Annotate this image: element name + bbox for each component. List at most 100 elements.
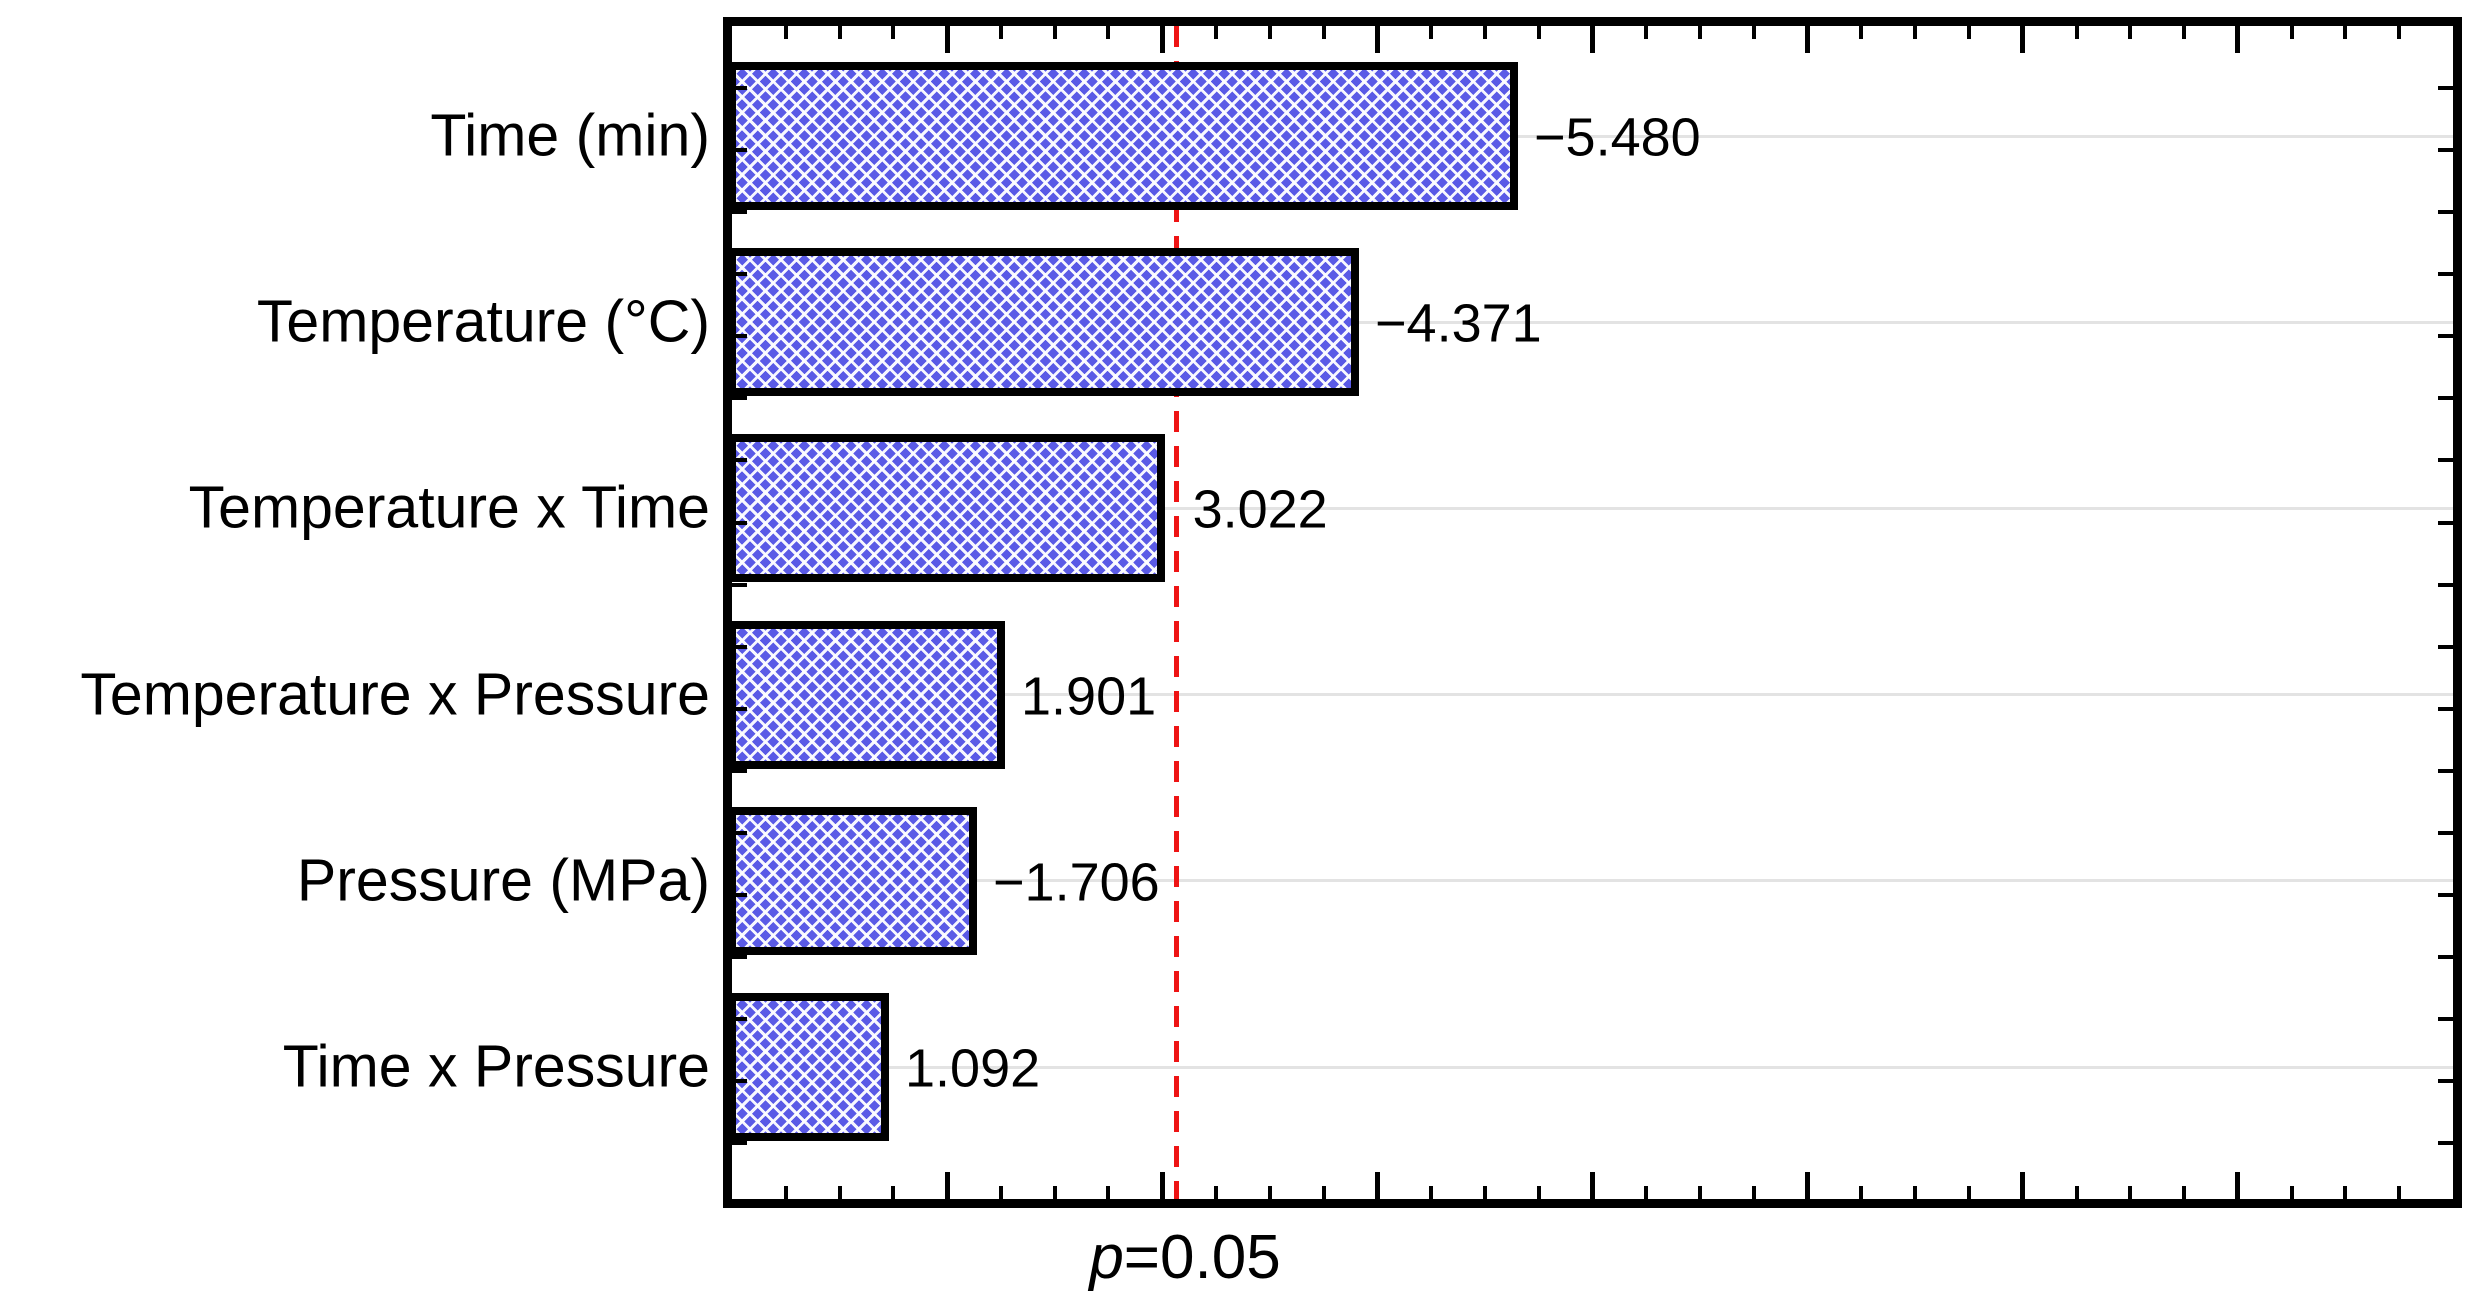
y-tick-right [2438, 148, 2453, 153]
bar [728, 620, 1005, 769]
y-tick-left [732, 334, 747, 339]
y-tick-right [2438, 955, 2453, 959]
y-tick-left [732, 768, 747, 773]
x-minor-tick-top [1052, 26, 1057, 39]
gridline [732, 693, 2453, 697]
x-minor-tick-top [1966, 26, 1971, 39]
gridline [732, 879, 2453, 883]
y-tick-right [2438, 272, 2453, 277]
x-minor-tick-bottom [1482, 1186, 1487, 1199]
y-tick-left [732, 644, 747, 649]
y-tick-right [2438, 1079, 2453, 1084]
y-tick-left [732, 86, 747, 91]
x-minor-tick-top [1859, 26, 1864, 39]
x-major-tick-top [1374, 26, 1380, 53]
x-minor-tick-top [1106, 26, 1111, 39]
x-minor-tick-top [1751, 26, 1756, 39]
bar-value-label: 1.901 [1021, 665, 1157, 726]
x-minor-tick-bottom [1214, 1186, 1219, 1199]
x-minor-tick-top [1698, 26, 1703, 39]
x-minor-tick-bottom [1644, 1186, 1649, 1199]
x-minor-tick-top [1429, 26, 1434, 39]
y-tick-left [732, 396, 747, 401]
y-tick-right [2438, 706, 2453, 711]
plot-frame [723, 17, 2462, 1208]
reference-line [1174, 26, 1180, 1199]
x-minor-tick-top [1913, 26, 1918, 39]
y-tick-right [2438, 520, 2453, 525]
x-minor-tick-bottom [1052, 1186, 1057, 1199]
y-tick-right [2438, 1141, 2453, 1146]
x-major-tick-bottom [1159, 1172, 1165, 1199]
reference-line-label-p: p [1089, 1223, 1124, 1292]
x-minor-tick-top [2074, 26, 2079, 39]
gridline [732, 320, 2453, 324]
x-minor-tick-top [891, 26, 896, 39]
y-tick-left [732, 210, 747, 215]
y-tick-left [732, 830, 747, 835]
x-minor-tick-top [2289, 26, 2294, 39]
y-tick-left [732, 1141, 747, 1146]
x-minor-tick-bottom [1751, 1186, 1756, 1199]
y-tick-right [2438, 582, 2453, 587]
y-tick-right [2438, 210, 2453, 215]
bar [728, 806, 977, 955]
y-tick-right [2438, 830, 2453, 835]
x-major-tick-top [1590, 26, 1595, 53]
x-major-tick-bottom [1374, 1172, 1380, 1199]
x-major-tick-bottom [944, 1172, 950, 1199]
x-minor-tick-bottom [1267, 1186, 1272, 1199]
bar-value-label: 1.092 [905, 1038, 1041, 1099]
bar-value-label: −5.480 [1534, 107, 1701, 168]
reference-line-label: p=0.05 [1089, 1222, 1280, 1293]
x-minor-tick-top [2182, 26, 2187, 39]
category-label: Temperature x Time [188, 474, 710, 541]
category-label: Temperature (°C) [256, 288, 710, 355]
y-tick-left [732, 955, 747, 959]
x-minor-tick-bottom [1321, 1186, 1326, 1199]
bar-value-label: −4.371 [1375, 293, 1542, 354]
y-tick-right [2438, 644, 2453, 649]
y-tick-right [2438, 396, 2453, 401]
x-minor-tick-bottom [2074, 1186, 2079, 1199]
y-tick-right [2438, 334, 2453, 339]
category-label: Time (min) [430, 102, 710, 169]
reference-line-label-value: =0.05 [1123, 1223, 1281, 1292]
y-tick-left [732, 1079, 747, 1084]
x-minor-tick-bottom [1966, 1186, 1971, 1199]
x-major-tick-bottom [1590, 1172, 1595, 1199]
x-minor-tick-top [1482, 26, 1487, 39]
y-tick-right [2438, 1017, 2453, 1022]
x-minor-tick-top [998, 26, 1003, 39]
x-major-tick-top [1159, 26, 1165, 53]
y-tick-left [732, 706, 747, 711]
x-minor-tick-bottom [1429, 1186, 1434, 1199]
x-minor-tick-bottom [2397, 1186, 2402, 1199]
x-major-tick-bottom [1805, 1172, 1811, 1199]
x-minor-tick-bottom [891, 1186, 896, 1199]
y-tick-right [2438, 458, 2453, 463]
bar [728, 62, 1518, 210]
y-tick-left [732, 892, 747, 897]
x-minor-tick-bottom [837, 1186, 842, 1199]
category-label: Pressure (MPa) [296, 847, 710, 914]
x-minor-tick-top [1321, 26, 1326, 39]
y-tick-right [2438, 86, 2453, 91]
x-minor-tick-bottom [1536, 1186, 1541, 1199]
bar [728, 993, 889, 1141]
y-tick-left [732, 458, 747, 463]
gridline [732, 1065, 2453, 1069]
x-minor-tick-bottom [783, 1186, 788, 1199]
x-minor-tick-bottom [2128, 1186, 2133, 1199]
y-tick-left [732, 272, 747, 277]
y-tick-left [732, 520, 747, 525]
x-minor-tick-top [1214, 26, 1219, 39]
y-tick-left [732, 148, 747, 153]
x-minor-tick-bottom [1106, 1186, 1111, 1199]
x-minor-tick-bottom [2289, 1186, 2294, 1199]
x-minor-tick-top [2397, 26, 2402, 39]
y-tick-right [2438, 768, 2453, 773]
x-minor-tick-bottom [1859, 1186, 1864, 1199]
x-minor-tick-top [837, 26, 842, 39]
